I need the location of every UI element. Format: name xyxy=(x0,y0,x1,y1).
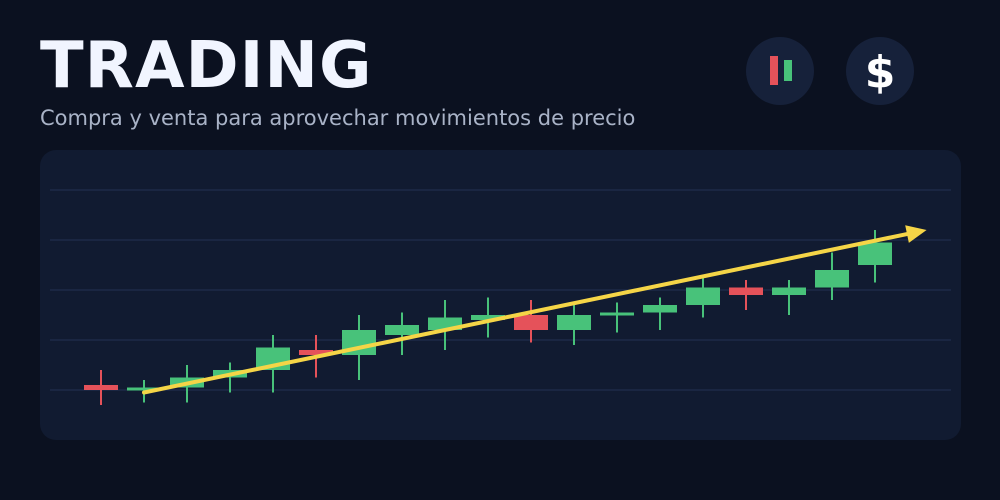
candle-body xyxy=(729,287,763,295)
candle-body xyxy=(127,387,161,391)
page-subtitle: Compra y venta para aprovechar movimient… xyxy=(40,106,636,130)
candlestick-icon-graphic xyxy=(770,56,792,85)
dollar-icon: $ xyxy=(846,37,914,105)
candle-body xyxy=(686,287,720,305)
candlestick-chart xyxy=(50,189,951,405)
candle-body xyxy=(858,242,892,265)
chart-panel xyxy=(40,150,961,440)
candle-body xyxy=(600,312,634,316)
candle-body xyxy=(84,385,118,390)
trend-line xyxy=(142,232,910,395)
candle-body xyxy=(514,315,548,330)
candle-body xyxy=(299,350,333,355)
candlestick-icon-green-bar xyxy=(784,60,792,81)
candle-body xyxy=(815,270,849,288)
trend-arrowhead xyxy=(905,225,927,243)
candle-body xyxy=(471,315,505,320)
candlestick-icon-red-bar xyxy=(770,56,778,85)
page-title: TRADING xyxy=(40,29,373,103)
candle-body xyxy=(385,325,419,335)
dollar-symbol: $ xyxy=(864,47,896,98)
candle-body xyxy=(557,315,591,330)
candle-body xyxy=(643,305,677,313)
candlestick-icon xyxy=(746,37,814,105)
candle-body xyxy=(772,287,806,295)
